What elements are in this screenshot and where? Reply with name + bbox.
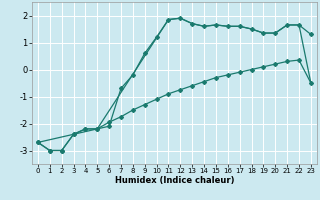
- X-axis label: Humidex (Indice chaleur): Humidex (Indice chaleur): [115, 176, 234, 185]
